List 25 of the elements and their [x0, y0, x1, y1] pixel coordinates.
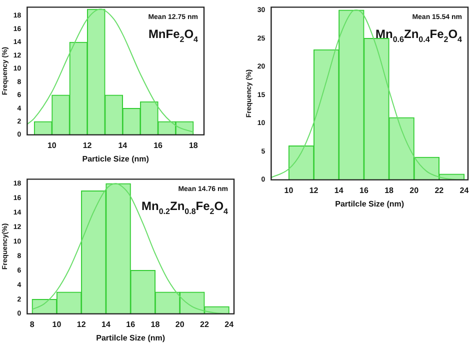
- x-axis-title: Partilcle Size (nm): [96, 333, 166, 342]
- x-tick-label: 18: [188, 140, 198, 150]
- x-tick-label: 16: [360, 186, 369, 195]
- x-tick-label: 10: [52, 320, 62, 329]
- x-tick-label: 18: [150, 320, 160, 329]
- x-tick-label: 12: [309, 186, 319, 195]
- x-tick-label: 12: [82, 140, 92, 150]
- x-tick-label: 22: [434, 186, 444, 195]
- x-axis-title: Particle Size (nm): [82, 154, 150, 164]
- x-tick-label: 10: [47, 140, 57, 150]
- x-tick-label: 18: [384, 186, 394, 195]
- x-tick-label: 14: [118, 140, 128, 150]
- x-tick-label: 10: [284, 186, 294, 195]
- x-tick-label: 8: [30, 320, 35, 329]
- x-tick-label: 24: [460, 186, 470, 195]
- x-tick-label: 14: [102, 320, 111, 329]
- x-axis-title: Partilcle Size (nm): [335, 199, 404, 208]
- x-tick-label: 24: [224, 320, 234, 329]
- x-tick-label: 12: [76, 320, 86, 329]
- x-tick-label: 20: [410, 186, 420, 195]
- x-tick-label: 16: [126, 320, 136, 329]
- x-tick-label: 22: [200, 320, 210, 329]
- x-tick-label: 20: [175, 320, 185, 329]
- x-tick-label: 16: [154, 140, 164, 150]
- x-tick-label: 14: [334, 186, 344, 195]
